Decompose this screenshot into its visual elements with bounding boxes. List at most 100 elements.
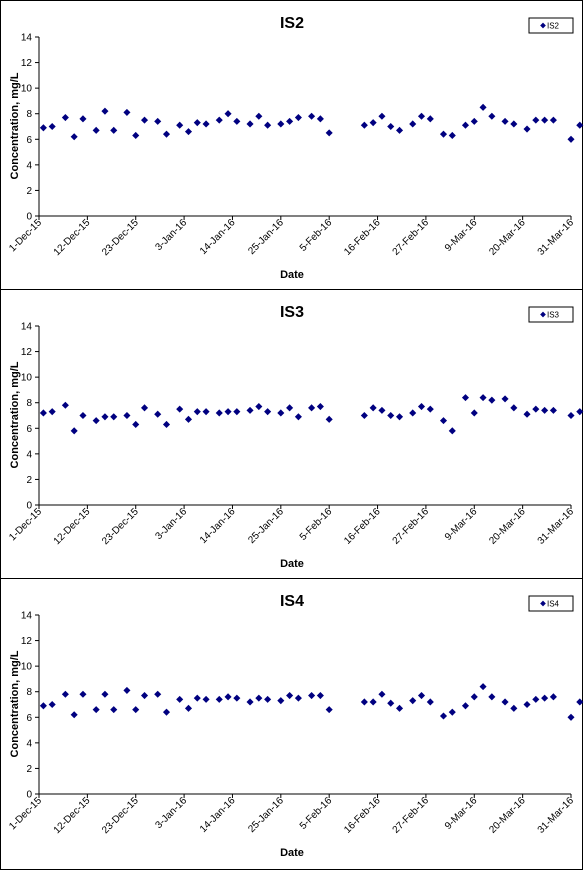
y-tick-label: 14 [21,611,33,622]
data-point [101,690,109,698]
x-tick-label: 25-Jan-16 [246,795,286,835]
data-point [61,401,69,409]
chart-is3-svg: IS3 Concentration, mg/L Date IS3 0 2 4 6 8 10… [7,304,584,570]
y-tick-label: 4 [26,449,32,460]
data-point [193,119,201,127]
x-tick-label: 31-Mar-16 [536,795,577,836]
data-point [409,120,417,128]
y-tick-label: 0 [26,501,32,512]
data-point [549,693,557,701]
data-series [39,394,584,435]
data-point [479,103,487,111]
data-point [176,121,184,129]
x-tick-label: 23-Dec-15 [100,217,141,258]
x-tick-label: 27-Feb-16 [391,506,432,547]
data-point [479,394,487,402]
x-tick-label: 12-Dec-15 [52,506,93,547]
chart-title: IS3 [280,304,304,321]
legend-label: IS2 [547,22,560,31]
y-tick-label: 12 [21,636,33,647]
data-point [48,122,56,131]
data-point [264,695,272,703]
chart-title: IS2 [280,15,304,32]
data-point [233,694,241,702]
data-point [277,409,285,417]
data-point [202,120,210,128]
data-point [246,406,254,414]
data-point [61,690,69,698]
data-point [233,408,241,416]
data-point [470,693,478,701]
data-point [92,126,100,134]
y-axis-label: Concentration, mg/L [9,650,21,757]
data-point [360,121,368,129]
chart-panel-is3: IS3 Concentration, mg/L Date IS3 0 2 4 6 8 10… [0,289,584,580]
data-point [286,117,294,125]
data-point [378,112,386,120]
data-point [448,427,456,435]
data-point [224,110,232,118]
data-point [325,415,333,423]
data-point [294,694,302,702]
data-point [523,700,531,709]
data-point [541,116,549,124]
x-tick-label: 16-Feb-16 [342,795,383,836]
data-point [162,420,171,428]
data-point [417,403,426,411]
x-tick-label: 25-Jan-16 [246,506,286,546]
y-tick-label: 6 [26,135,32,146]
data-point [215,116,223,124]
y-tick-label: 6 [26,713,32,724]
data-point [316,403,324,411]
data-point [395,704,404,712]
data-point [501,395,509,403]
data-point [532,695,540,703]
data-point [246,120,254,128]
data-point [255,694,263,702]
data-point [417,692,426,700]
data-point [369,698,377,706]
data-point [549,406,557,414]
data-point [39,409,47,417]
data-point [202,408,210,416]
data-point [360,411,368,420]
y-axis-label: Concentration, mg/L [9,361,21,468]
x-axis-label: Date [280,847,304,859]
data-point [92,706,100,714]
data-point [567,135,575,143]
y-tick-label: 8 [26,109,32,120]
data-point [140,404,149,412]
data-point [541,694,549,702]
legend: IS2 [528,17,574,34]
data-point [162,708,171,716]
data-point [132,706,140,714]
x-tick-label: 1-Dec-15 [7,795,44,832]
x-tick-label: 14-Jan-16 [198,506,238,546]
data-point [461,702,470,710]
data-point [409,697,417,705]
legend-marker [540,600,546,607]
legend-marker [540,311,546,318]
data-point [369,404,377,412]
data-point [448,131,456,139]
data-point [387,699,395,707]
data-point [48,408,56,416]
data-point [387,411,395,420]
data-point [224,693,232,701]
data-point [378,406,386,414]
y-tick-label: 0 [26,212,32,223]
legend: IS3 [528,306,574,323]
x-tick-label: 5-Feb-16 [298,795,335,832]
data-point [233,117,241,125]
data-point [140,692,149,700]
data-point [92,417,100,425]
x-tick-label: 14-Jan-16 [198,795,238,835]
data-point [325,706,333,714]
legend-label: IS3 [547,311,560,320]
data-point [79,411,87,420]
data-point [479,683,487,691]
data-point [316,115,324,123]
data-point [39,124,47,132]
data-point [576,698,584,706]
data-series [39,683,584,721]
